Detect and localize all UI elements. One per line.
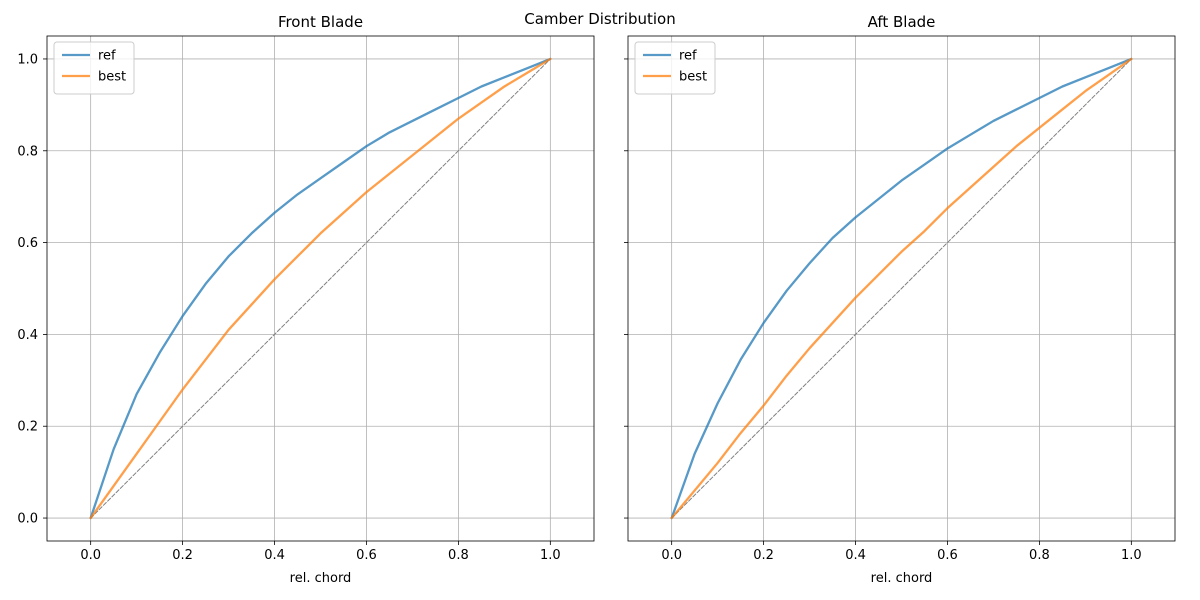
front-blade-y-tick-label: 1.0 <box>17 52 38 67</box>
front-blade-x-tick-label: 0.4 <box>264 548 285 563</box>
aft-blade-x-tick-label: 0.2 <box>753 548 774 563</box>
figure-suptitle: Camber Distribution <box>524 10 675 28</box>
front-blade-series-ref <box>89 57 552 520</box>
front-blade-y-tick-label: 0.6 <box>17 236 38 251</box>
front-blade-series-best <box>89 57 552 520</box>
front-blade-x-axis-label: rel. chord <box>290 571 352 586</box>
aft-blade-x-tick-label: 0.4 <box>845 548 866 563</box>
front-blade-y-tick-label: 0.0 <box>17 512 38 527</box>
aft-blade-series-ref <box>670 57 1133 520</box>
front-blade-axes-frame <box>46 35 595 542</box>
front-blade-y-tick-label: 0.2 <box>17 420 38 435</box>
front-blade-panel: 0.0 0.2 0.4 0.6 0.8 1.0 0.0 0.2 0.4 0.6 0.8 1.0 Fron… <box>17 13 595 586</box>
front-blade-x-tick-label: 0.6 <box>356 548 377 563</box>
aft-blade-legend-label-best: best <box>679 70 707 85</box>
front-blade-y-tick-label: 0.4 <box>17 328 38 343</box>
front-blade-legend-label-best: best <box>98 70 126 85</box>
aft-blade-title: Aft Blade <box>868 13 936 31</box>
aft-blade-x-axis-label: rel. chord <box>871 571 933 586</box>
front-blade-legend-label-ref: ref <box>98 49 116 64</box>
aft-blade-legend-label-ref: ref <box>679 49 697 64</box>
aft-blade-x-tick-label: 1.0 <box>1121 548 1142 563</box>
aft-blade-legend-box <box>634 41 716 95</box>
aft-blade-x-tick-label: 0.8 <box>1029 548 1050 563</box>
aft-blade-x-tick-label: 0.6 <box>937 548 958 563</box>
aft-blade-x-tick-label: 0.0 <box>661 548 682 563</box>
front-blade-x-tick-label: 0.0 <box>80 548 101 563</box>
front-blade-title: Front Blade <box>278 13 363 31</box>
front-blade-x-tick-label: 0.8 <box>448 548 469 563</box>
aft-blade-panel: 0.0 0.2 0.4 0.6 0.8 1.0 Aft Blade rel. chord ref… <box>624 13 1176 586</box>
aft-blade-axes-frame <box>627 35 1176 542</box>
front-blade-x-tick-label: 0.2 <box>172 548 193 563</box>
front-blade-x-tick-label: 1.0 <box>540 548 561 563</box>
front-blade-legend-box <box>53 41 135 95</box>
front-blade-y-tick-label: 0.8 <box>17 144 38 159</box>
front-blade-diagonal-reference-line <box>90 58 551 519</box>
aft-blade-diagonal-reference-line <box>671 58 1132 519</box>
aft-blade-series-best <box>670 57 1133 520</box>
